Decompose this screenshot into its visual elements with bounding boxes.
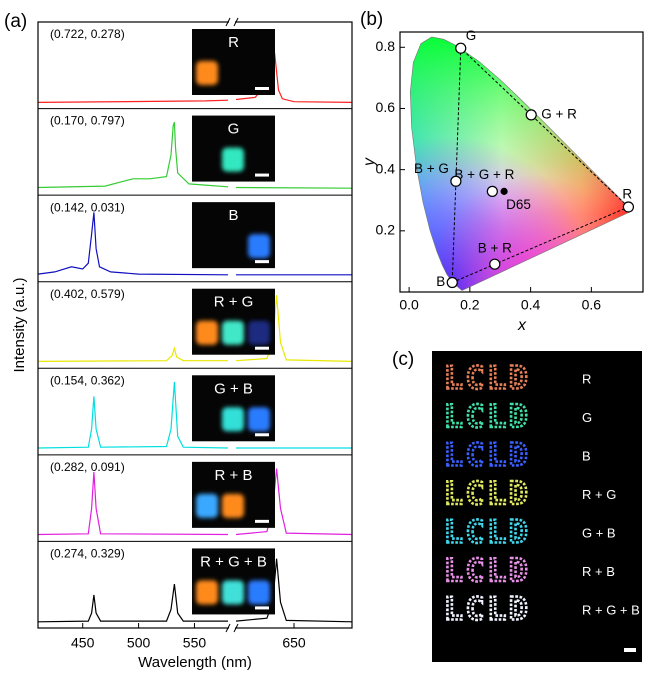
row-label: B (582, 448, 591, 463)
scale-bar (255, 260, 269, 263)
lcld-text: LCLD (444, 361, 531, 397)
y-tick-label: 0.4 (376, 160, 396, 176)
coordinates: (0.274, 0.329) (50, 547, 125, 561)
x-tick-label: 0.4 (521, 297, 541, 313)
x-axis-label: Wavelength (nm) (138, 654, 252, 671)
coordinates: (0.722, 0.278) (50, 27, 125, 41)
point-label: R (622, 187, 632, 202)
y-tick-label: 0.6 (376, 99, 396, 115)
inset-blob (248, 321, 270, 345)
chromaticity-point (447, 278, 457, 288)
row-label: R (582, 371, 591, 386)
inset-label: R + B (215, 467, 253, 484)
row-label: G (582, 410, 592, 425)
coordinates: (0.154, 0.362) (50, 373, 125, 387)
coordinates: (0.282, 0.091) (50, 460, 125, 474)
scale-bar (624, 648, 636, 652)
point-label: B (436, 274, 445, 289)
chromaticity-point (456, 43, 466, 53)
inset-label: G + B (214, 380, 253, 397)
inset-label: B (228, 207, 238, 224)
inset-blob (222, 580, 244, 604)
scale-bar (255, 433, 269, 436)
inset-blob (196, 61, 218, 85)
chromaticity-point (451, 176, 461, 186)
inset-blob (222, 494, 244, 518)
inset-blob (196, 580, 218, 604)
y-tick-label: 0.8 (376, 38, 396, 54)
x-axis-label: x (517, 317, 527, 334)
coordinates: (0.142, 0.031) (50, 200, 125, 214)
x-tick-label: 550 (183, 635, 207, 651)
cie-diagram: G G + R B + G + R D65 B + G R B + R B (400, 28, 643, 292)
chromaticity-point (487, 186, 497, 196)
y-axis-label: Intensity (a.u.) (11, 277, 28, 372)
chromaticity-point (526, 110, 536, 120)
scale-bar (255, 174, 269, 177)
lcld-text: LCLD (444, 553, 531, 589)
inset-blob (248, 407, 270, 431)
inset-blob (248, 234, 270, 258)
row-label: G + B (582, 525, 616, 540)
x-tick-label: 0.2 (460, 297, 480, 313)
chromaticity-point (490, 259, 500, 269)
inset-blob (196, 494, 218, 518)
inset-label: R (228, 34, 239, 51)
point-label: B + G (414, 161, 449, 176)
point-label: G + R (541, 106, 577, 121)
scale-bar (255, 347, 269, 350)
chromaticity-point (623, 202, 633, 212)
scale-bar (255, 87, 269, 90)
coordinates: (0.170, 0.797) (50, 114, 125, 128)
inset-blob (196, 321, 218, 345)
axis-break (229, 19, 235, 25)
axis-break (229, 625, 235, 631)
inset-blob (222, 148, 244, 172)
point-label: B + R (478, 241, 512, 256)
coordinates: (0.402, 0.579) (50, 287, 125, 301)
point-label: G (466, 28, 477, 43)
x-tick-label: 450 (71, 635, 95, 651)
panel-label: (a) (4, 11, 27, 32)
inset-label: R + G + B (200, 553, 267, 570)
row-label: R + B (582, 564, 615, 579)
lcld-text: LCLD (444, 592, 531, 628)
scale-bar (255, 606, 269, 609)
inset-label: R + G (214, 294, 254, 311)
lcld-text: LCLD (444, 476, 531, 512)
x-tick-label: 0.6 (582, 297, 602, 313)
lcld-text: LCLD (444, 438, 531, 474)
inset-blob (222, 321, 244, 345)
chromaticity-point (501, 188, 507, 194)
inset-blob (248, 580, 270, 604)
inset-blob (222, 407, 244, 431)
panel-label: (b) (360, 9, 383, 30)
x-tick-label: 0.0 (399, 297, 419, 313)
scale-bar (255, 520, 269, 523)
x-tick-label: 500 (127, 635, 151, 651)
point-label: D65 (506, 197, 531, 212)
row-label: R + G (582, 487, 616, 502)
y-tick-label: 0.2 (376, 222, 396, 238)
point-label: B + G + R (454, 167, 514, 182)
row-label: R + G + B (582, 602, 640, 617)
panel-label: (c) (392, 349, 414, 370)
figure: (a) (b) (c) Wavelength (nm) Intensity (a… (0, 0, 652, 673)
inset-label: G (228, 121, 240, 138)
lcld-text: LCLD (444, 399, 531, 435)
lcld-text: LCLD (444, 515, 531, 551)
x-tick-label: 650 (282, 635, 306, 651)
